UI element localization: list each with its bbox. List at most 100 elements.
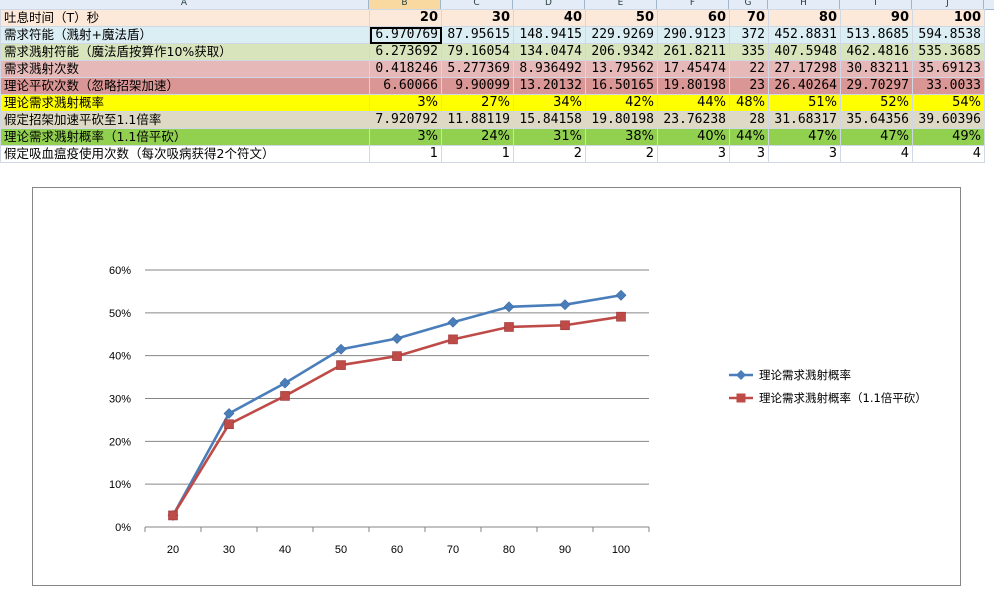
table-cell[interactable]: 33.0033 <box>912 77 985 95</box>
table-cell[interactable]: 206.9342 <box>585 43 658 61</box>
table-cell[interactable]: 40 <box>513 9 586 27</box>
table-cell[interactable]: 15.84158 <box>513 111 586 129</box>
table-cell[interactable]: 5.277369 <box>441 60 514 78</box>
column-header-g[interactable]: G <box>729 0 768 9</box>
table-cell[interactable]: 30.83211 <box>840 60 913 78</box>
table-cell[interactable]: 6.273692 <box>369 43 442 61</box>
table-cell[interactable]: 3 <box>768 145 841 163</box>
table-cell[interactable]: 261.8211 <box>657 43 730 61</box>
column-header-i[interactable]: I <box>840 0 912 9</box>
table-cell[interactable]: 4 <box>912 145 985 163</box>
table-cell[interactable]: 462.4816 <box>840 43 913 61</box>
table-cell[interactable]: 0.418246 <box>369 60 442 78</box>
table-cell[interactable]: 30 <box>441 9 514 27</box>
table-cell[interactable]: 42% <box>585 94 658 112</box>
table-cell[interactable]: 22 <box>729 60 769 78</box>
table-cell[interactable]: 1 <box>369 145 442 163</box>
table-cell[interactable]: 40% <box>657 128 730 146</box>
table-cell[interactable]: 1 <box>441 145 514 163</box>
table-cell[interactable]: 13.79562 <box>585 60 658 78</box>
table-cell[interactable]: 290.9123 <box>657 26 730 44</box>
table-cell[interactable]: 60 <box>657 9 730 27</box>
table-cell[interactable]: 6.970769 <box>369 26 442 44</box>
table-cell[interactable]: 79.16054 <box>441 43 514 61</box>
table-cell[interactable]: 47% <box>768 128 841 146</box>
column-header-j[interactable]: J <box>912 0 984 9</box>
table-cell[interactable]: 44% <box>729 128 769 146</box>
table-cell[interactable]: 7.920792 <box>369 111 442 129</box>
table-cell[interactable]: 11.88119 <box>441 111 514 129</box>
table-cell[interactable]: 513.8685 <box>840 26 913 44</box>
table-cell[interactable]: 19.80198 <box>585 111 658 129</box>
table-cell[interactable]: 19.80198 <box>657 77 730 95</box>
table-cell[interactable]: 50 <box>585 9 658 27</box>
table-cell[interactable]: 2 <box>585 145 658 163</box>
table-cell[interactable]: 51% <box>768 94 841 112</box>
table-cell[interactable]: 39.60396 <box>912 111 985 129</box>
table-cell[interactable]: 54% <box>912 94 985 112</box>
column-header-h[interactable]: H <box>768 0 840 9</box>
table-cell[interactable]: 594.8538 <box>912 26 985 44</box>
table-cell[interactable]: 70 <box>729 9 769 27</box>
table-cell[interactable]: 8.936492 <box>513 60 586 78</box>
column-header-c[interactable]: C <box>441 0 513 9</box>
table-cell[interactable]: 35.64356 <box>840 111 913 129</box>
table-cell[interactable]: 52% <box>840 94 913 112</box>
table-cell[interactable]: 48% <box>729 94 769 112</box>
table-cell[interactable]: 24% <box>441 128 514 146</box>
table-cell[interactable]: 372 <box>729 26 769 44</box>
table-cell[interactable]: 6.60066 <box>369 77 442 95</box>
table-cell[interactable]: 16.50165 <box>585 77 658 95</box>
table-cell[interactable]: 9.90099 <box>441 77 514 95</box>
table-cell[interactable]: 3 <box>657 145 730 163</box>
table-cell[interactable]: 28 <box>729 111 769 129</box>
row-label-cell[interactable]: 假定招架加速平砍至1.1倍率 <box>0 111 370 129</box>
table-cell[interactable]: 4 <box>840 145 913 163</box>
table-cell[interactable]: 47% <box>840 128 913 146</box>
table-cell[interactable]: 3% <box>369 94 442 112</box>
table-cell[interactable]: 20 <box>369 9 442 27</box>
row-label-cell[interactable]: 需求溅射次数 <box>0 60 370 78</box>
column-header-f[interactable]: F <box>657 0 729 9</box>
column-header-e[interactable]: E <box>585 0 657 9</box>
column-header-a[interactable]: A <box>0 0 369 9</box>
row-label-cell[interactable]: 需求符能（溅射+魔法盾） <box>0 26 370 44</box>
table-cell[interactable]: 148.9415 <box>513 26 586 44</box>
table-cell[interactable]: 13.20132 <box>513 77 586 95</box>
table-cell[interactable]: 49% <box>912 128 985 146</box>
line-chart[interactable]: 0% 10% 20% 30% 40% 50% 60% 20 30 40 50 60 70 80 90 100 理… <box>32 187 961 586</box>
row-label-cell[interactable]: 吐息时间（T）秒 <box>0 9 370 27</box>
table-cell[interactable]: 535.3685 <box>912 43 985 61</box>
column-header-d[interactable]: D <box>513 0 585 9</box>
table-cell[interactable]: 27.17298 <box>768 60 841 78</box>
table-cell[interactable]: 38% <box>585 128 658 146</box>
table-cell[interactable]: 335 <box>729 43 769 61</box>
table-cell[interactable]: 31.68317 <box>768 111 841 129</box>
table-cell[interactable]: 3 <box>729 145 769 163</box>
table-cell[interactable]: 229.9269 <box>585 26 658 44</box>
table-cell[interactable]: 27% <box>441 94 514 112</box>
table-cell[interactable]: 26.40264 <box>768 77 841 95</box>
table-cell[interactable]: 31% <box>513 128 586 146</box>
row-label-cell[interactable]: 理论需求溅射概率 <box>0 94 370 112</box>
table-cell[interactable]: 23.76238 <box>657 111 730 129</box>
table-cell[interactable]: 452.8831 <box>768 26 841 44</box>
table-cell[interactable]: 100 <box>912 9 985 27</box>
row-label-cell[interactable]: 假定吸血瘟疫使用次数（每次吸病获得2个符文） <box>0 145 370 163</box>
table-cell[interactable]: 44% <box>657 94 730 112</box>
row-label-cell[interactable]: 理论需求溅射概率（1.1倍平砍） <box>0 128 370 146</box>
table-cell[interactable]: 90 <box>840 9 913 27</box>
table-cell[interactable]: 29.70297 <box>840 77 913 95</box>
table-cell[interactable]: 17.45474 <box>657 60 730 78</box>
table-cell[interactable]: 134.0474 <box>513 43 586 61</box>
row-label-cell[interactable]: 理论平砍次数（忽略招架加速） <box>0 77 370 95</box>
table-cell[interactable]: 35.69123 <box>912 60 985 78</box>
table-cell[interactable]: 80 <box>768 9 841 27</box>
table-cell[interactable]: 3% <box>369 128 442 146</box>
table-cell[interactable]: 2 <box>513 145 586 163</box>
column-header-b[interactable]: B <box>369 0 441 9</box>
row-label-cell[interactable]: 需求溅射符能（魔法盾按算作10%获取） <box>0 43 370 61</box>
table-cell[interactable]: 87.95615 <box>441 26 514 44</box>
table-cell[interactable]: 23 <box>729 77 769 95</box>
table-cell[interactable]: 407.5948 <box>768 43 841 61</box>
